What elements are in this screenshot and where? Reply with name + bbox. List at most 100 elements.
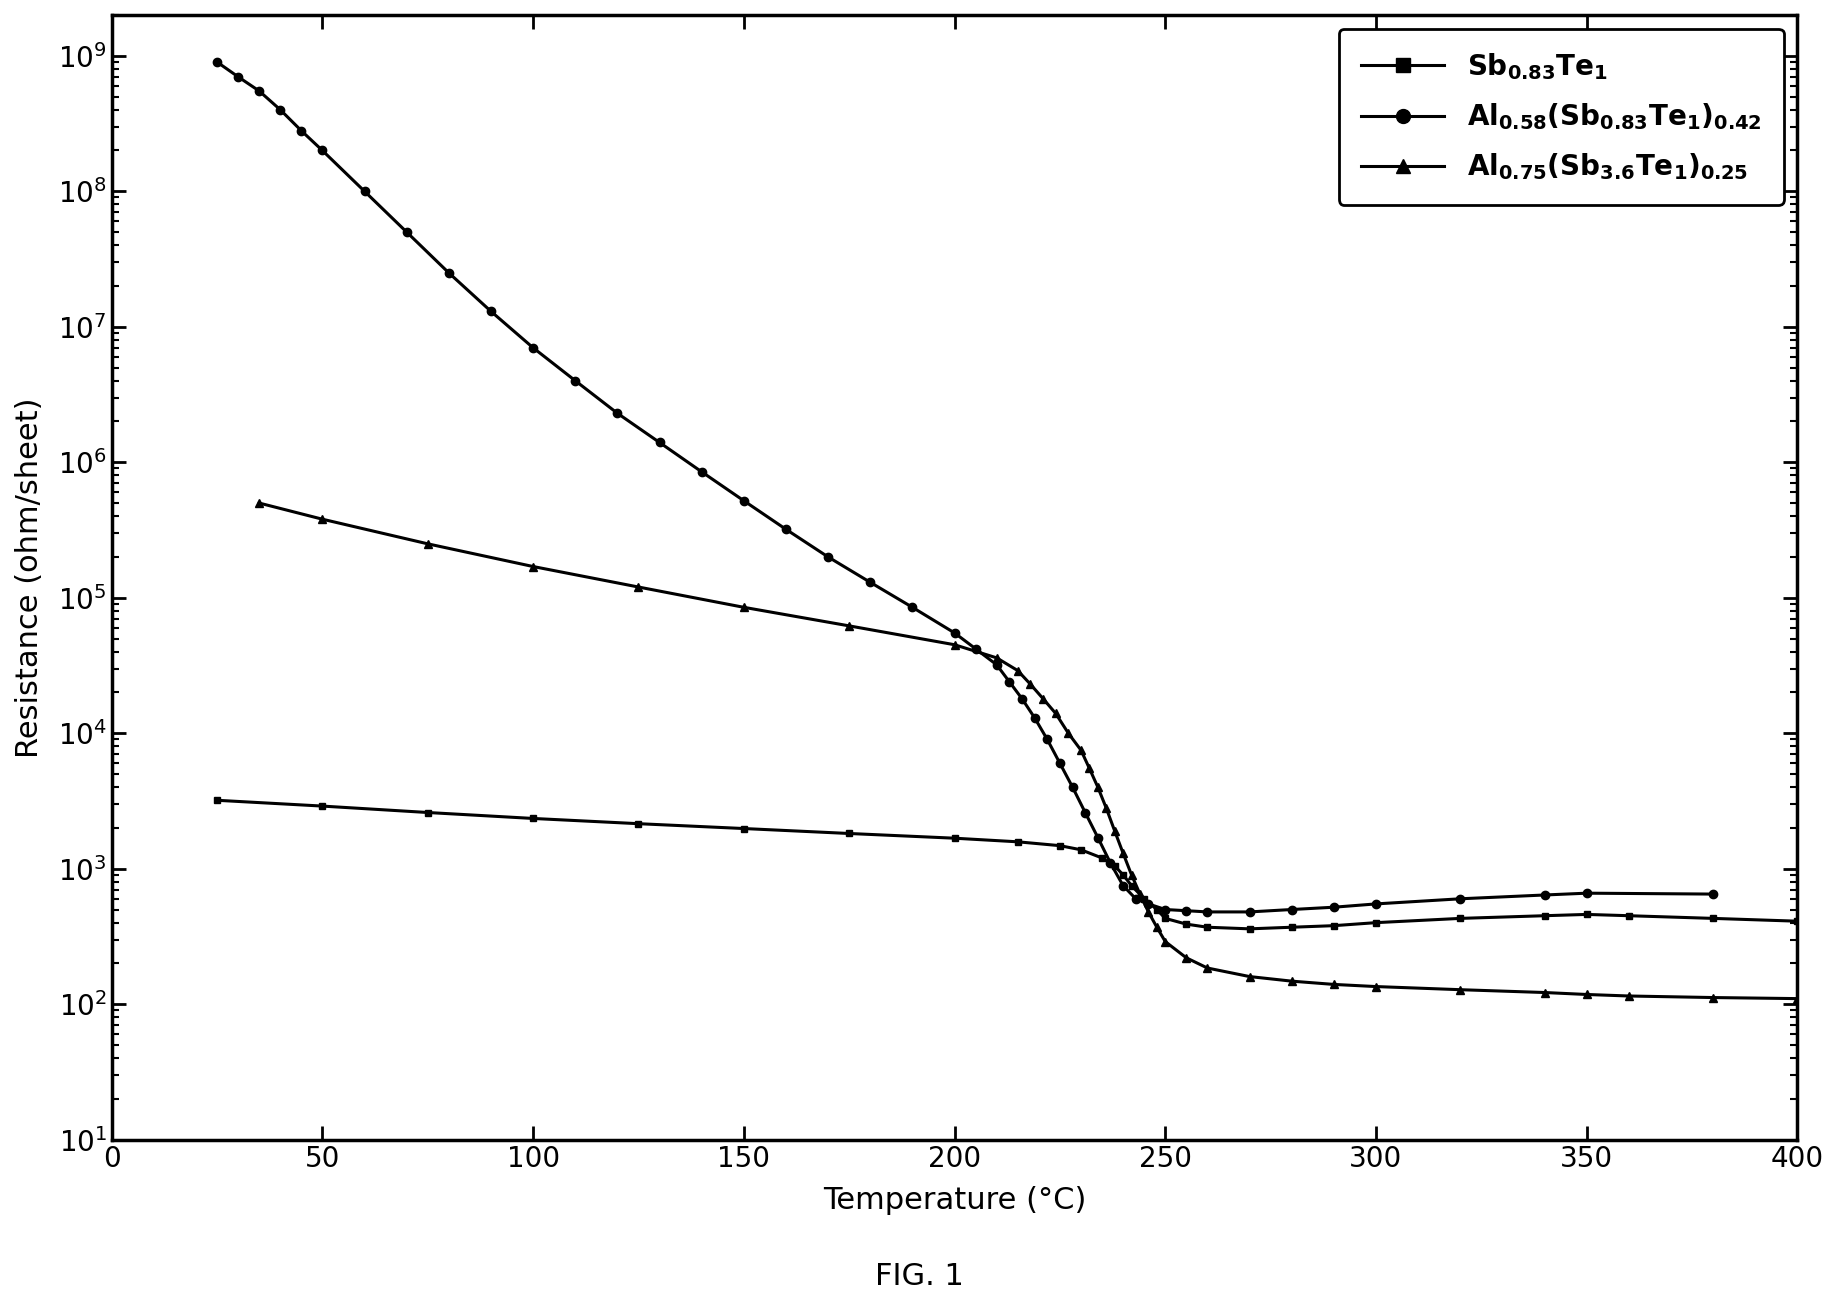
s1 (1113, 867, 1135, 882)
s3 (1449, 982, 1471, 997)
s1 (1146, 902, 1168, 918)
s1 (1703, 911, 1725, 927)
s2 (311, 143, 333, 158)
s2 (1074, 805, 1096, 821)
s3 (943, 637, 965, 653)
s3 (1534, 984, 1556, 1000)
s1 (311, 798, 333, 814)
s2 (1061, 779, 1083, 795)
s3 (1618, 988, 1640, 1004)
Text: FIG. 1: FIG. 1 (875, 1262, 964, 1291)
s2 (1449, 891, 1471, 907)
s2 (1155, 902, 1177, 918)
s2 (565, 373, 587, 389)
s2 (268, 102, 291, 118)
s1 (206, 792, 228, 808)
s3 (1087, 779, 1109, 795)
s2 (1175, 903, 1197, 919)
s1 (1786, 914, 1808, 929)
s1 (943, 830, 965, 846)
X-axis label: Temperature (°C): Temperature (°C) (822, 1186, 1087, 1216)
s2 (986, 657, 1008, 673)
s1 (1070, 842, 1092, 857)
s2 (1125, 891, 1148, 907)
s3 (839, 618, 861, 634)
s2 (1322, 899, 1344, 915)
s3 (732, 600, 754, 615)
s2 (817, 548, 839, 564)
s1 (1238, 922, 1260, 937)
s2 (1238, 905, 1260, 920)
s3 (1197, 961, 1219, 977)
s1 (1133, 891, 1155, 907)
s3 (1175, 950, 1197, 966)
s2 (522, 340, 544, 356)
s3 (1096, 800, 1118, 816)
s2 (965, 641, 988, 657)
s1 (417, 805, 440, 821)
s1 (1618, 908, 1640, 924)
s1 (522, 810, 544, 826)
s3 (1045, 706, 1067, 721)
s3 (1078, 761, 1100, 776)
s2 (1280, 902, 1302, 918)
s3 (1006, 662, 1028, 678)
s3 (1238, 969, 1260, 984)
s1 (1197, 919, 1219, 935)
s2 (1197, 905, 1219, 920)
s3 (1019, 677, 1041, 692)
s2 (226, 69, 248, 85)
s2 (1113, 878, 1135, 894)
s2 (1048, 755, 1070, 771)
s2 (732, 493, 754, 509)
s2 (859, 575, 881, 590)
s1 (1175, 916, 1197, 932)
s2 (206, 54, 228, 69)
s1 (1322, 918, 1344, 933)
s3 (248, 495, 270, 511)
s3 (627, 579, 649, 594)
s3 (1146, 919, 1168, 935)
s1 (1449, 911, 1471, 927)
s2 (395, 224, 417, 240)
s2 (1011, 691, 1034, 707)
s2 (248, 82, 270, 98)
s2 (480, 304, 502, 319)
s1 (1155, 911, 1177, 927)
s2 (999, 674, 1021, 690)
s1 (1365, 915, 1387, 931)
s2 (901, 600, 923, 615)
s3 (1365, 979, 1387, 995)
Y-axis label: Resistance (ohm/sheet): Resistance (ohm/sheet) (15, 397, 44, 758)
s2 (291, 123, 313, 139)
Legend: $\mathbf{Sb_{0.83}Te_1}$, $\mathbf{Al_{0.58}(Sb_{0.83}Te_1)_{0.42}}$, $\mathbf{A: $\mathbf{Sb_{0.83}Te_1}$, $\mathbf{Al_{0… (1339, 29, 1784, 204)
s2 (1576, 885, 1598, 901)
s1 (1576, 907, 1598, 923)
s2 (607, 406, 629, 421)
s3 (1155, 933, 1177, 949)
s2 (1703, 886, 1725, 902)
s1 (1006, 834, 1028, 850)
s3 (311, 512, 333, 528)
s2 (1137, 897, 1159, 912)
s3 (1120, 867, 1142, 882)
s3 (1137, 905, 1159, 920)
s2 (1100, 855, 1122, 870)
s1 (1048, 838, 1070, 853)
Line: s3: s3 (256, 499, 1802, 1003)
s3 (1103, 823, 1125, 839)
s2 (691, 463, 714, 479)
s3 (1322, 977, 1344, 992)
s3 (1032, 691, 1054, 707)
Line: s1: s1 (213, 797, 1800, 932)
s2 (943, 626, 965, 641)
s2 (438, 264, 460, 280)
s1 (1103, 857, 1125, 873)
s3 (1280, 974, 1302, 990)
s3 (417, 535, 440, 551)
Line: s2: s2 (213, 58, 1718, 916)
s3 (1113, 846, 1135, 861)
s3 (1070, 742, 1092, 758)
s2 (1024, 709, 1046, 725)
s2 (649, 435, 671, 450)
